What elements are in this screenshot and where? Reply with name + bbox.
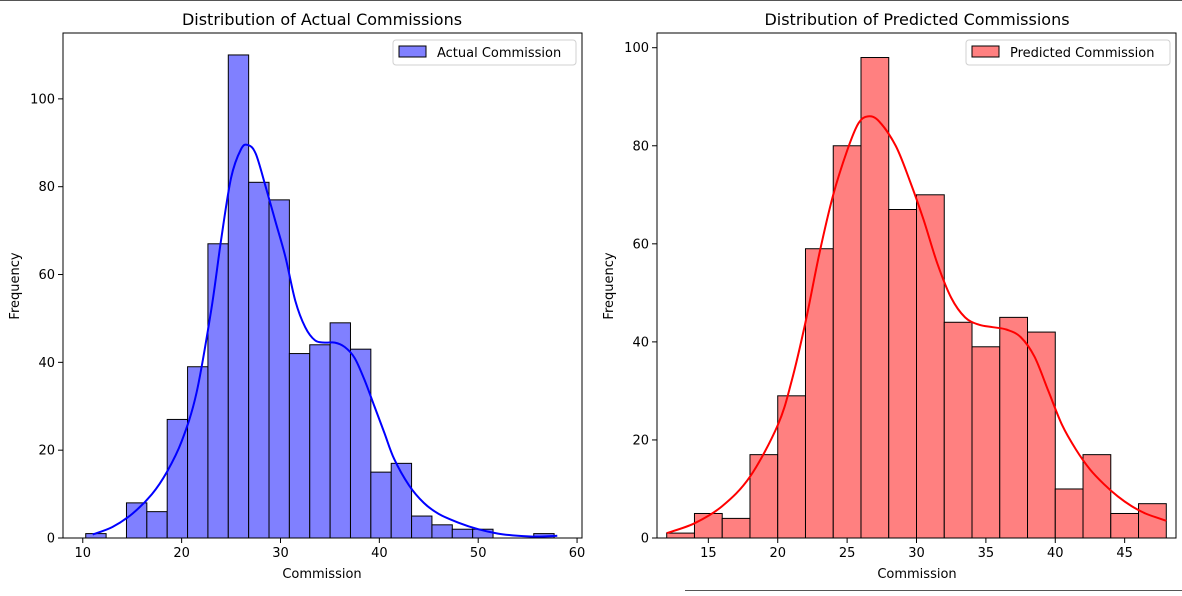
x-tick-label: 25 <box>839 546 856 561</box>
legend-box <box>965 39 1171 66</box>
x-tick-label: 40 <box>371 546 388 561</box>
histogram-bar <box>125 502 148 539</box>
histogram-bars <box>666 57 1167 539</box>
plot-frame <box>62 32 583 539</box>
histogram-bar <box>1138 503 1167 539</box>
x-axis-label: Commission <box>282 567 361 582</box>
y-tick-label: 0 <box>47 532 55 547</box>
y-axis-label: Frequency <box>8 252 23 319</box>
x-tick-label: 60 <box>569 546 586 561</box>
histogram-bar <box>329 322 351 539</box>
y-tick-label: 100 <box>624 41 649 56</box>
histogram-bar <box>227 54 250 539</box>
histogram-bar <box>309 344 331 539</box>
histogram-bar <box>999 316 1029 539</box>
histogram-bar <box>1110 512 1140 539</box>
histogram-bar <box>207 243 229 539</box>
y-tick-label: 0 <box>641 532 649 547</box>
y-axis-ticks: 0 20 40 60 80 100 <box>30 92 63 547</box>
chart-title: Distribution of Predicted Commissions <box>764 10 1069 29</box>
x-tick-label: 50 <box>470 546 487 561</box>
histogram-bar <box>916 194 945 539</box>
kde-line <box>92 143 558 538</box>
legend: Predicted Commission <box>965 39 1171 66</box>
y-tick-label: 80 <box>38 180 55 195</box>
histogram-bar <box>248 181 270 539</box>
x-tick-label: 45 <box>1116 546 1133 561</box>
x-axis-label: Commission <box>877 567 956 582</box>
y-axis-ticks: 0 20 40 60 80 100 <box>624 41 657 547</box>
x-tick-label: 15 <box>700 546 717 561</box>
histogram-bar <box>749 454 779 539</box>
legend: Actual Commission <box>392 39 577 66</box>
x-tick-label: 20 <box>173 546 190 561</box>
histogram-bar <box>1082 454 1112 539</box>
y-tick-label: 60 <box>632 237 649 252</box>
legend-swatch <box>398 45 427 58</box>
actual-commission-chart: Distribution of Actual Commissions 10 20 3… <box>8 10 585 582</box>
x-tick-label: 30 <box>272 546 289 561</box>
x-tick-label: 40 <box>1047 546 1064 561</box>
histogram-bar <box>777 395 806 539</box>
legend-label: Actual Commission <box>437 46 561 61</box>
x-tick-label: 20 <box>769 546 786 561</box>
histogram-bar <box>288 353 311 539</box>
histogram-bar <box>832 145 862 539</box>
chart-title: Distribution of Actual Commissions <box>182 10 462 29</box>
histogram-bar <box>268 199 290 539</box>
histogram-bar <box>943 321 973 539</box>
histogram-bar <box>693 512 723 539</box>
histogram-bar <box>971 346 1001 539</box>
kde-curve <box>666 115 1167 535</box>
x-axis-ticks: 10 20 30 40 50 60 <box>74 538 585 561</box>
histogram-bar <box>411 515 433 539</box>
histogram-bar <box>666 532 695 539</box>
histogram-bars <box>85 54 555 539</box>
histogram-bar <box>146 511 168 539</box>
x-axis-ticks: 15 20 25 30 35 40 45 <box>700 538 1133 561</box>
histogram-bar <box>1027 331 1056 539</box>
histogram-bar <box>804 248 834 539</box>
histogram-bar <box>187 366 209 539</box>
x-tick-label: 10 <box>74 546 91 561</box>
histogram-bar <box>451 528 474 539</box>
histogram-bar <box>860 57 890 539</box>
y-tick-label: 100 <box>30 92 55 107</box>
y-tick-label: 60 <box>38 268 55 283</box>
y-tick-label: 20 <box>632 433 649 448</box>
legend-swatch <box>971 45 1000 58</box>
y-tick-label: 20 <box>38 444 55 459</box>
legend-label: Predicted Commission <box>1010 46 1154 61</box>
y-axis-label: Frequency <box>602 252 617 319</box>
histogram-bar <box>431 524 453 539</box>
predicted-commission-chart: Distribution of Predicted Commissions 15… <box>602 10 1177 582</box>
legend-box <box>392 39 577 66</box>
histogram-bar <box>370 471 392 539</box>
y-tick-label: 40 <box>632 335 649 350</box>
histogram-bar <box>1054 488 1084 539</box>
histogram-bar <box>721 517 751 539</box>
x-tick-label: 30 <box>908 546 925 561</box>
kde-curve <box>92 143 558 538</box>
kde-line <box>666 115 1167 535</box>
x-tick-label: 35 <box>978 546 995 561</box>
histogram-bar <box>349 348 372 539</box>
y-tick-label: 80 <box>632 139 649 154</box>
histogram-bar <box>888 209 917 539</box>
histogram-bar <box>166 418 189 539</box>
y-tick-label: 40 <box>38 356 55 371</box>
